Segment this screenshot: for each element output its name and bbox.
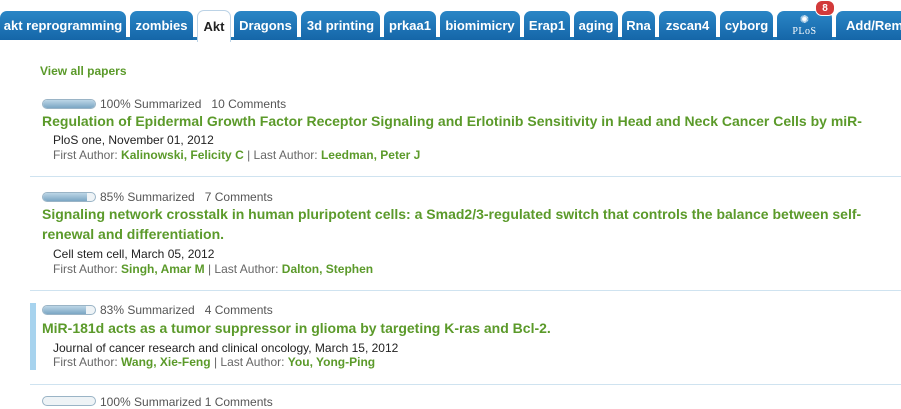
paper-divider — [30, 176, 901, 177]
last-author-link[interactable]: Leedman, Peter J — [320, 148, 421, 162]
tab-label: Erap1 — [528, 18, 566, 33]
paper-item: 100% Summarized 10 Comments Regulation o… — [30, 97, 901, 169]
summarized-percent: 83% Summarized — [100, 303, 195, 317]
paper-title-link[interactable]: Regulation of Epidermal Growth Factor Re… — [42, 113, 862, 129]
paper-title-link[interactable]: MiR-181d acts as a tumor suppressor in g… — [42, 320, 551, 336]
last-author-link[interactable]: Dalton, Stephen — [281, 262, 374, 276]
tab-zombies[interactable]: zombies — [130, 11, 193, 40]
tab-akt[interactable]: Akt — [197, 10, 231, 42]
first-author-label: First Author: — [53, 355, 118, 369]
paper-item: 85% Summarized 7 Comments Signaling netw… — [30, 190, 901, 280]
paper-journal-date: Cell stem cell, March 05, 2012 — [53, 247, 215, 261]
comments-count[interactable]: 7 Comments — [204, 190, 273, 204]
tab-3d-printing[interactable]: 3d printing — [301, 11, 380, 40]
tab-label: 3d printing — [306, 18, 375, 33]
tab-label: zscan4 — [665, 18, 710, 33]
tab-bar: akt reprogramming zombies Akt Dragons 3d… — [0, 0, 901, 42]
tab-cyborg[interactable]: cyborg — [720, 11, 773, 40]
tab-aging[interactable]: aging — [574, 11, 618, 40]
summarized-percent: 85% Summarized — [100, 190, 195, 204]
author-separator: | — [247, 148, 251, 162]
tab-label: Dragons — [239, 18, 292, 33]
author-separator: | — [213, 355, 218, 369]
tab-erap1[interactable]: Erap1 — [524, 11, 570, 40]
tab-rna[interactable]: Rna — [622, 11, 655, 40]
paper-journal-date: PloS one, November 01, 2012 — [53, 133, 214, 147]
summary-progress-bar — [42, 396, 96, 406]
tab-add-remove[interactable]: Add/Rem — [836, 11, 901, 40]
first-author-label: First Author: — [53, 148, 118, 162]
tab-label: cyborg — [724, 18, 769, 33]
tab-label: akt reprogramming — [3, 18, 123, 33]
last-author-label: Last Author: — [220, 355, 285, 369]
paper-item-selected: 83% Summarized 4 Comments MiR-181d acts … — [30, 303, 901, 370]
comments-count[interactable]: 10 Comments — [211, 97, 287, 111]
last-author-label: Last Author: — [253, 148, 318, 162]
tab-prkaa1[interactable]: prkaa1 — [384, 11, 436, 40]
notification-badge: 8 — [815, 0, 835, 16]
tab-label: aging — [578, 18, 614, 33]
paper-meta: 83% Summarized 4 Comments — [42, 303, 273, 317]
tab-label: biomimicry — [445, 18, 515, 33]
tab-label: PLoS — [792, 25, 817, 37]
paper-divider — [30, 290, 901, 291]
first-author-link[interactable]: Wang, Xie-Feng — [121, 355, 211, 369]
summary-progress-bar — [42, 192, 96, 202]
plos-emblem-icon: ✺ — [799, 13, 810, 26]
summarized-percent: 100% Summarized — [100, 97, 202, 111]
tab-label: Add/Rem — [846, 18, 901, 33]
paper-authors: First Author: Singh, Amar M | Last Autho… — [53, 262, 373, 276]
tab-label: zombies — [135, 18, 188, 33]
tab-dragons[interactable]: Dragons — [234, 11, 297, 40]
tab-akt-reprogramming[interactable]: akt reprogramming — [0, 11, 126, 40]
paper-journal-date: Journal of cancer research and clinical … — [53, 341, 399, 355]
summarized-percent: 100% Summarized 1 Comments — [100, 395, 273, 409]
author-separator: | — [207, 262, 212, 276]
first-author-link[interactable]: Kalinowski, Felicity C — [121, 148, 244, 162]
tab-biomimicry[interactable]: biomimicry — [440, 11, 520, 40]
paper-authors: First Author: Wang, Xie-Feng | Last Auth… — [53, 355, 375, 369]
last-author-label: Last Author: — [214, 262, 279, 276]
tab-label: Rna — [626, 18, 651, 33]
tab-label: Akt — [203, 19, 225, 34]
paper-title-link[interactable]: Signaling network crosstalk in human plu… — [42, 206, 862, 242]
paper-divider — [30, 384, 901, 385]
view-all-papers-link[interactable]: View all papers — [40, 64, 127, 78]
first-author-link[interactable]: Singh, Amar M — [121, 262, 205, 276]
paper-authors: First Author: Kalinowski, Felicity C | L… — [53, 148, 420, 162]
last-author-link[interactable]: You, Yong-Ping — [287, 355, 376, 369]
paper-meta: 85% Summarized 7 Comments — [42, 190, 273, 204]
tab-zscan4[interactable]: zscan4 — [659, 11, 716, 40]
paper-meta: 100% Summarized 10 Comments — [42, 97, 286, 111]
summary-progress-bar — [42, 305, 96, 315]
comments-count[interactable]: 4 Comments — [204, 303, 273, 317]
tab-label: prkaa1 — [389, 18, 431, 33]
first-author-label: First Author: — [53, 262, 118, 276]
summary-progress-bar — [42, 99, 96, 109]
